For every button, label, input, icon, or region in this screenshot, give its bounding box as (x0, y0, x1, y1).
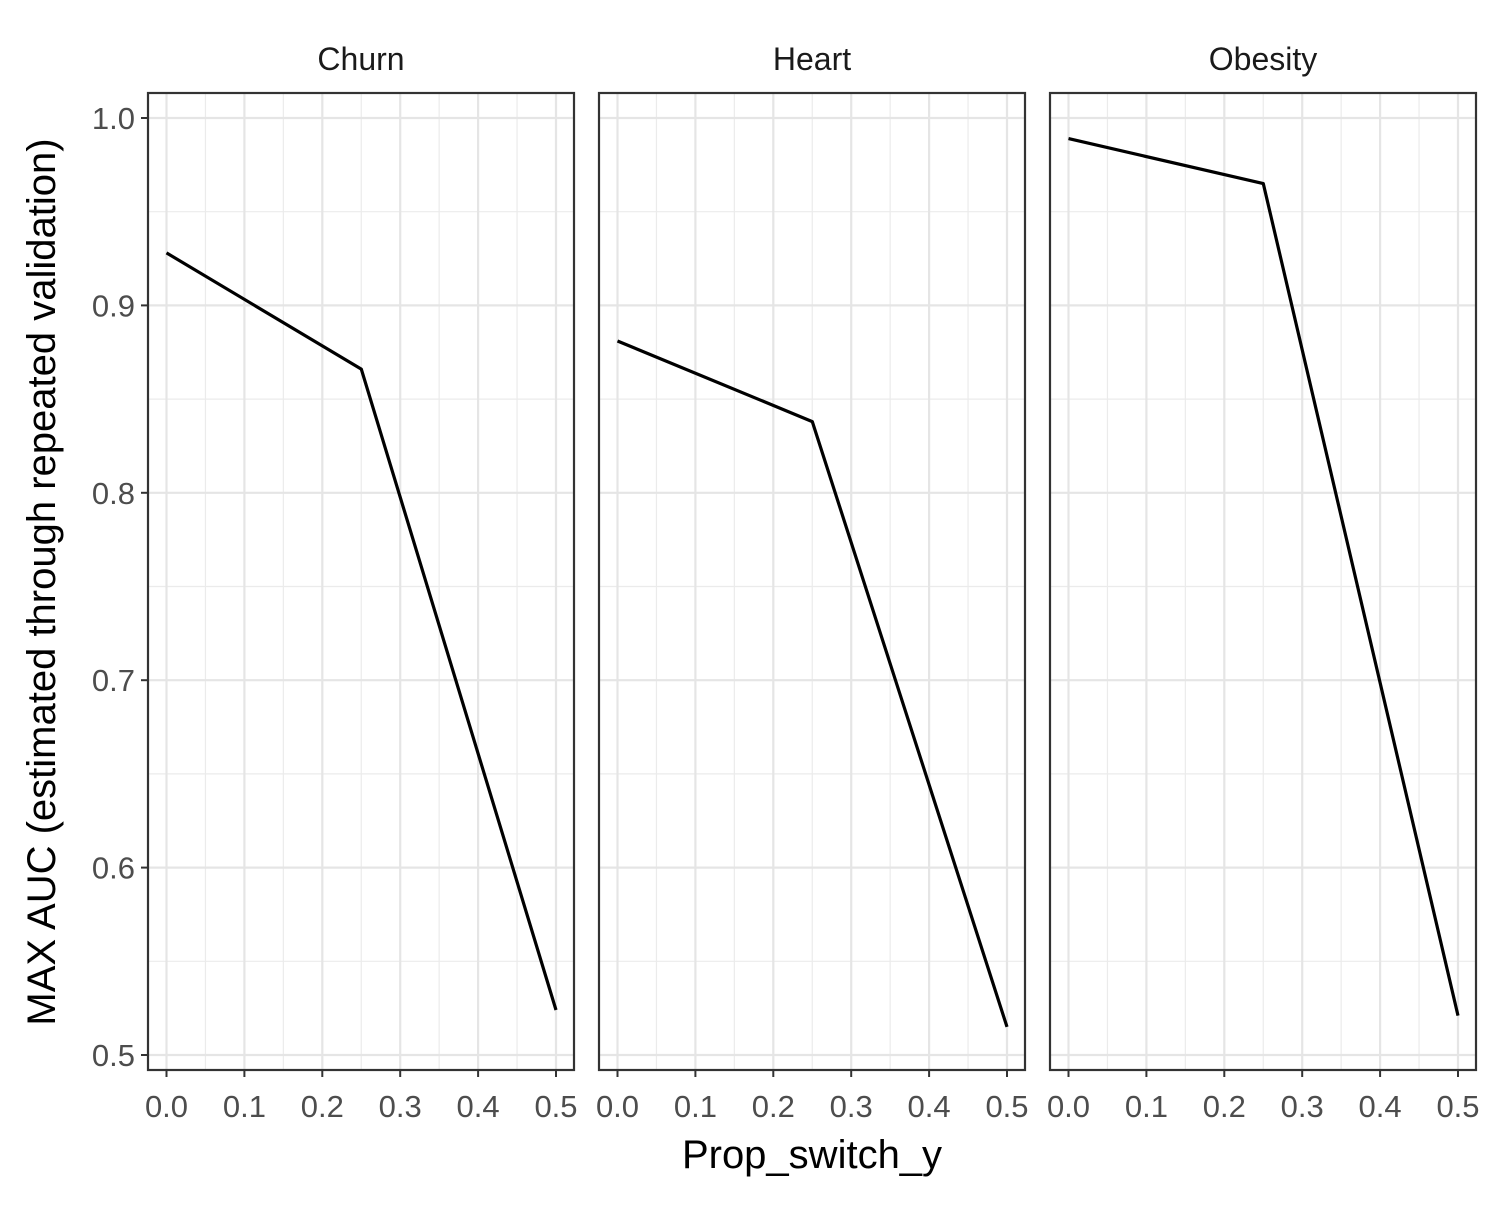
x-tick-label: 0.3 (379, 1089, 422, 1124)
x-tick-label: 0.4 (1359, 1089, 1402, 1124)
x-tick-label: 0.4 (908, 1089, 951, 1124)
y-tick-label: 0.6 (92, 851, 135, 886)
x-tick-label: 0.4 (457, 1089, 500, 1124)
x-tick-label: 0.5 (1436, 1089, 1479, 1124)
x-tick-label: 0.5 (985, 1089, 1028, 1124)
x-tick-label: 0.1 (674, 1089, 717, 1124)
y-tick-label: 1.0 (92, 101, 135, 136)
facet-panel-obesity: Obesity 0.0 0.1 0.2 0.3 0.4 0.5 (1047, 41, 1480, 1124)
x-tick-label: 0.1 (1125, 1089, 1168, 1124)
x-tick-label: 0.0 (596, 1089, 639, 1124)
x-tick-label: 0.1 (223, 1089, 266, 1124)
series-line-heart (616, 339, 1009, 1028)
series-line-obesity (1068, 137, 1460, 1016)
x-tick-label: 0.0 (1047, 1089, 1090, 1124)
x-tick-label: 0.5 (534, 1089, 577, 1124)
y-tick-label: 0.7 (92, 663, 135, 698)
x-tick-label: 0.0 (145, 1089, 188, 1124)
x-tick-label: 0.3 (1281, 1089, 1324, 1124)
facet-panel-churn: Churn 0.0 0.1 0.2 0.3 0.4 0.5 (145, 41, 578, 1124)
x-tick-label: 0.2 (1203, 1089, 1246, 1124)
panel-border (597, 91, 1027, 1072)
x-axis-title: Prop_switch_y (682, 1133, 942, 1177)
facet-title: Heart (773, 41, 851, 77)
x-tick-label: 0.3 (830, 1089, 873, 1124)
facet-title: Obesity (1209, 41, 1317, 77)
panel-border (146, 91, 576, 1072)
x-tick-label: 0.2 (301, 1089, 344, 1124)
panel-border (1048, 91, 1478, 1072)
y-axis-title: MAX AUC (estimated through repeated vali… (20, 138, 64, 1025)
y-tick-label: 0.5 (92, 1038, 135, 1073)
facet-title: Churn (317, 41, 404, 77)
series-line-churn (165, 251, 558, 1011)
facet-panel-heart: Heart 0.0 0.1 0.2 0.3 0.4 0.5 (596, 41, 1029, 1124)
x-tick-label: 0.2 (752, 1089, 795, 1124)
y-tick-label: 0.9 (92, 288, 135, 323)
y-tick-label: 0.8 (92, 476, 135, 511)
